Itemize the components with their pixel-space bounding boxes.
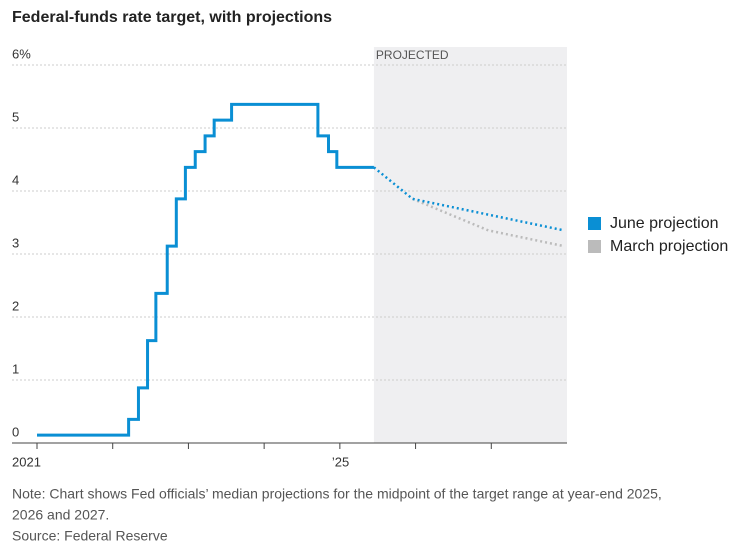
legend-swatch (588, 217, 601, 230)
x-tick-label: 2021 (12, 454, 41, 469)
series-line (373, 166, 565, 232)
note: 2026 and 2027. (12, 507, 109, 523)
y-tick-label: 1 (12, 361, 19, 376)
chart-title: Federal-funds rate target, with projecti… (12, 9, 332, 26)
y-tick-label: 2 (12, 298, 19, 313)
note: Note: Chart shows Fed officials’ median … (12, 486, 662, 502)
legend-label: March projection (610, 238, 728, 255)
projected-region (373, 47, 567, 443)
y-tick-label: 6% (12, 46, 31, 61)
y-tick-label: 5 (12, 109, 19, 124)
region-label: PROJECTED (376, 48, 449, 62)
y-tick-label: 4 (12, 172, 19, 187)
legend-label: June projection (610, 215, 719, 232)
y-tick-label: 3 (12, 235, 19, 250)
series-line (37, 102, 374, 437)
legend-swatch (588, 240, 601, 253)
y-tick-label: 0 (12, 424, 19, 439)
source: Source: Federal Reserve (12, 528, 168, 544)
x-tick-label: ’25 (332, 454, 349, 469)
